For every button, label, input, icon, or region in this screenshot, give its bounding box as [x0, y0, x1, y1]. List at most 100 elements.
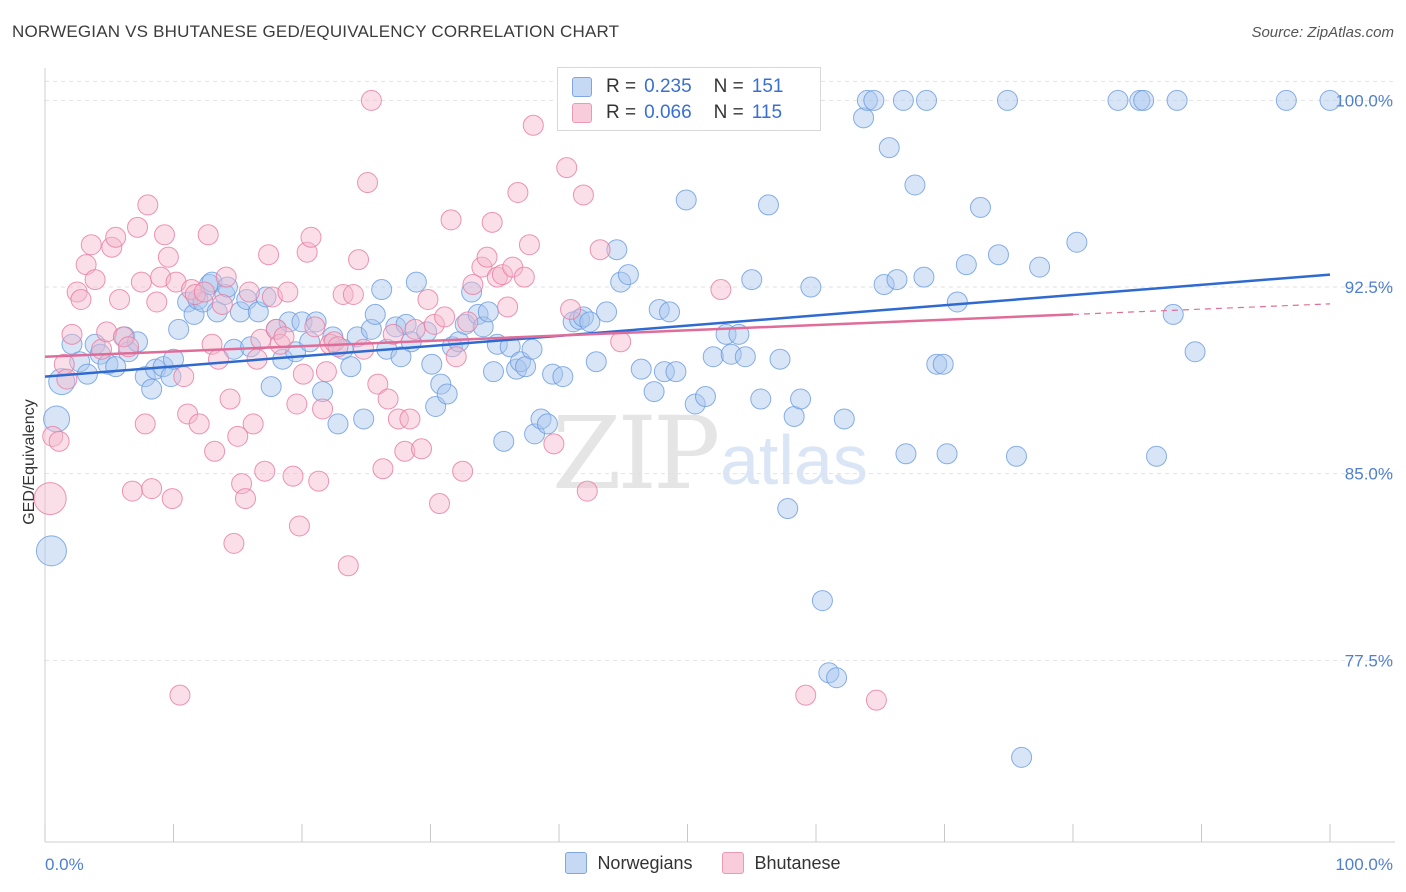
point-norwegians [552, 366, 574, 388]
point-norwegians [996, 89, 1018, 111]
point-bhutanese [234, 488, 256, 510]
point-norwegians [371, 279, 393, 301]
point-bhutanese [154, 224, 176, 246]
point-bhutanese [865, 689, 887, 711]
y-tick-label: 77.5% [1345, 651, 1393, 670]
point-norwegians [926, 353, 948, 375]
point-bhutanese [372, 458, 394, 480]
point-norwegians [353, 408, 375, 430]
point-bhutanese [481, 211, 503, 233]
legend-item-bhutanese[interactable]: Bhutanese [722, 852, 841, 874]
point-norwegians [482, 361, 504, 383]
point-norwegians [720, 343, 742, 365]
point-bhutanese [134, 413, 156, 435]
point-norwegians [895, 443, 917, 465]
point-norwegians [878, 137, 900, 159]
point-bhutanese [219, 388, 241, 410]
point-bhutanese [434, 306, 456, 328]
y-tick-label: 92.5% [1345, 278, 1393, 297]
point-bhutanese [258, 244, 280, 266]
point-bhutanese [204, 440, 226, 462]
point-norwegians [1005, 445, 1027, 467]
point-norwegians [617, 264, 639, 286]
point-bhutanese [188, 413, 210, 435]
point-norwegians [585, 351, 607, 373]
point-norwegians [777, 498, 799, 520]
y-axis-label: GED/Equivalency [21, 399, 38, 524]
point-norwegians [1066, 231, 1088, 253]
point-norwegians [856, 89, 878, 111]
point-bhutanese [497, 296, 519, 318]
point-norwegians [702, 346, 724, 368]
point-bhutanese [211, 293, 233, 315]
point-norwegians [886, 269, 908, 291]
point-norwegians [916, 89, 938, 111]
point-bhutanese [118, 336, 140, 358]
point-norwegians [734, 346, 756, 368]
point-bhutanese [61, 323, 83, 345]
point-norwegians [1146, 445, 1168, 467]
point-bhutanese [223, 532, 245, 554]
point-bhutanese [367, 373, 389, 395]
point-bhutanese [337, 555, 359, 577]
point-norwegians [630, 358, 652, 380]
point-norwegians [536, 413, 558, 435]
point-bhutanese [417, 288, 439, 310]
y-tick-label: 85.0% [1345, 465, 1393, 484]
point-norwegians [653, 361, 675, 383]
point-bhutanese [610, 331, 632, 353]
point-norwegians [741, 269, 763, 291]
point-norwegians [596, 301, 618, 323]
point-bhutanese [80, 234, 102, 256]
point-norwegians [1133, 89, 1155, 111]
point-bhutanese [387, 408, 409, 430]
point-bhutanese [161, 488, 183, 510]
point-bhutanese [215, 266, 237, 288]
point-norwegians [913, 266, 935, 288]
point-norwegians [168, 318, 190, 340]
point-bhutanese [572, 184, 594, 206]
point-bhutanese [399, 408, 421, 430]
point-bhutanese [457, 311, 479, 333]
point-norwegians [1011, 746, 1033, 768]
point-norwegians [229, 301, 251, 323]
point-norwegians [1162, 303, 1184, 325]
point-norwegians [892, 89, 914, 111]
point-norwegians [467, 303, 489, 325]
point-bhutanese [300, 226, 322, 248]
point-bhutanese [507, 181, 529, 203]
legend-item-norwegians[interactable]: Norwegians [565, 852, 692, 874]
point-bhutanese [360, 89, 382, 111]
legend-swatch-norwegians [572, 77, 592, 97]
point-norwegians [811, 590, 833, 612]
x-tick-label-max: 100.0% [1335, 855, 1393, 874]
point-bhutanese [127, 216, 149, 238]
point-bhutanese [491, 264, 513, 286]
legend-r-bhutanese: 0.066 [644, 102, 692, 123]
point-bhutanese [476, 246, 498, 268]
point-bhutanese [445, 346, 467, 368]
point-bhutanese [137, 194, 159, 216]
point-norwegians [35, 535, 67, 567]
point-bhutanese [146, 291, 168, 313]
point-norwegians [405, 271, 427, 293]
point-norwegians [684, 393, 706, 415]
legend-n-label: N = [713, 102, 744, 123]
point-norwegians [461, 281, 483, 303]
point-norwegians [1319, 89, 1341, 111]
point-bhutanese [173, 366, 195, 388]
point-bhutanese [96, 321, 118, 343]
legend-r-label: R = [606, 102, 637, 123]
legend-row-bhutanese: R = 0.066 N = 115 [572, 100, 782, 126]
point-bhutanese [121, 480, 143, 502]
legend-label-bhutanese: Bhutanese [754, 852, 841, 873]
point-bhutanese [227, 425, 249, 447]
point-norwegians [606, 239, 628, 261]
point-bhutanese [91, 338, 113, 360]
point-norwegians [1275, 89, 1297, 111]
point-bhutanese [513, 266, 535, 288]
legend-r-label: R = [606, 76, 637, 97]
legend-label-norwegians: Norwegians [597, 852, 693, 873]
point-bhutanese [357, 172, 379, 194]
